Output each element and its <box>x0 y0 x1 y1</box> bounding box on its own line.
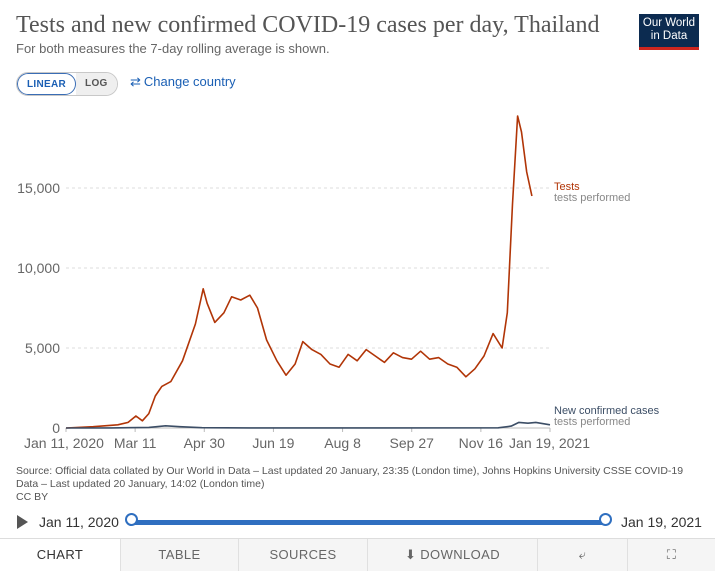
tab-download[interactable]: ⬇ DOWNLOAD <box>368 539 538 571</box>
chart-title: Tests and new confirmed COVID-19 cases p… <box>16 12 600 38</box>
series-label-name: New confirmed cases <box>554 405 660 417</box>
download-label: DOWNLOAD <box>420 547 501 562</box>
x-tick-label: Jun 19 <box>252 435 294 451</box>
tab-table[interactable]: TABLE <box>121 539 239 571</box>
logo-line-1: Our World <box>642 17 696 29</box>
bottom-tab-bar: CHART TABLE SOURCES ⬇ DOWNLOAD ⤶ ⛶ <box>0 538 715 571</box>
license-text: CC BY <box>16 491 49 503</box>
change-country-button[interactable]: ⇄ Change country <box>130 74 236 90</box>
logo-line-2: in Data <box>650 30 688 42</box>
y-tick-label: 5,000 <box>25 340 60 356</box>
source-text: Source: Official data collated by Our Wo… <box>16 465 684 490</box>
series-label-name: Tests <box>554 181 580 193</box>
timeline-start-handle[interactable] <box>125 513 138 526</box>
timeline-slider: Jan 11, 2020 Jan 19, 2021 <box>0 506 715 538</box>
series-lines <box>65 115 551 429</box>
line-chart: 0 5,000 10,000 15,000 Jan 11, 2020 Mar 11 Apr… <box>17 115 660 451</box>
grid-lines <box>66 187 550 429</box>
y-tick-label: 15,000 <box>17 180 60 196</box>
timeline-end-handle[interactable] <box>599 513 612 526</box>
chart-subtitle: For both measures the 7-day rolling aver… <box>16 41 330 56</box>
x-tick-label: Nov 16 <box>459 435 504 451</box>
series-line-1 <box>65 421 551 429</box>
share-button[interactable]: ⤶ <box>538 539 628 571</box>
linear-scale-button[interactable]: LINEAR <box>17 73 77 95</box>
tab-sources[interactable]: SOURCES <box>239 539 368 571</box>
timeline-end-label: Jan 19, 2021 <box>621 514 702 530</box>
y-tick-label: 0 <box>52 420 60 436</box>
fullscreen-icon: ⛶ <box>666 547 677 562</box>
series-label-sub: tests performed <box>554 192 630 204</box>
share-icon: ⤶ <box>578 547 587 562</box>
x-axis-ticks: Jan 11, 2020 Mar 11 Apr 30 Jun 19 Aug 8 Sep 2… <box>24 428 590 451</box>
source-note: Source: Official data collated by Our Wo… <box>16 465 706 504</box>
play-icon[interactable] <box>17 515 28 529</box>
scale-toggle: LINEAR LOG <box>16 72 118 96</box>
swap-arrows-icon: ⇄ <box>130 74 141 89</box>
x-tick-label: Aug 8 <box>324 435 361 451</box>
log-scale-button[interactable]: LOG <box>76 73 117 95</box>
timeline-track[interactable] <box>132 520 606 525</box>
download-icon: ⬇ <box>404 547 421 562</box>
x-tick-label: Apr 30 <box>184 435 225 451</box>
fullscreen-button[interactable]: ⛶ <box>628 539 715 571</box>
timeline-start-label: Jan 11, 2020 <box>39 514 119 530</box>
y-axis-ticks: 0 5,000 10,000 15,000 <box>17 180 60 436</box>
tab-chart[interactable]: CHART <box>0 539 121 571</box>
x-tick-label: Jan 11, 2020 <box>24 435 104 451</box>
owid-logo[interactable]: Our World in Data <box>639 14 699 50</box>
x-tick-label: Mar 11 <box>114 435 157 451</box>
y-tick-label: 10,000 <box>17 260 60 276</box>
x-tick-label: Sep 27 <box>390 435 435 451</box>
series-line-0 <box>65 115 533 429</box>
x-tick-label: Jan 19, 2021 <box>509 435 590 451</box>
change-country-label: Change country <box>143 74 236 89</box>
series-label-sub: tests performed <box>554 416 630 428</box>
